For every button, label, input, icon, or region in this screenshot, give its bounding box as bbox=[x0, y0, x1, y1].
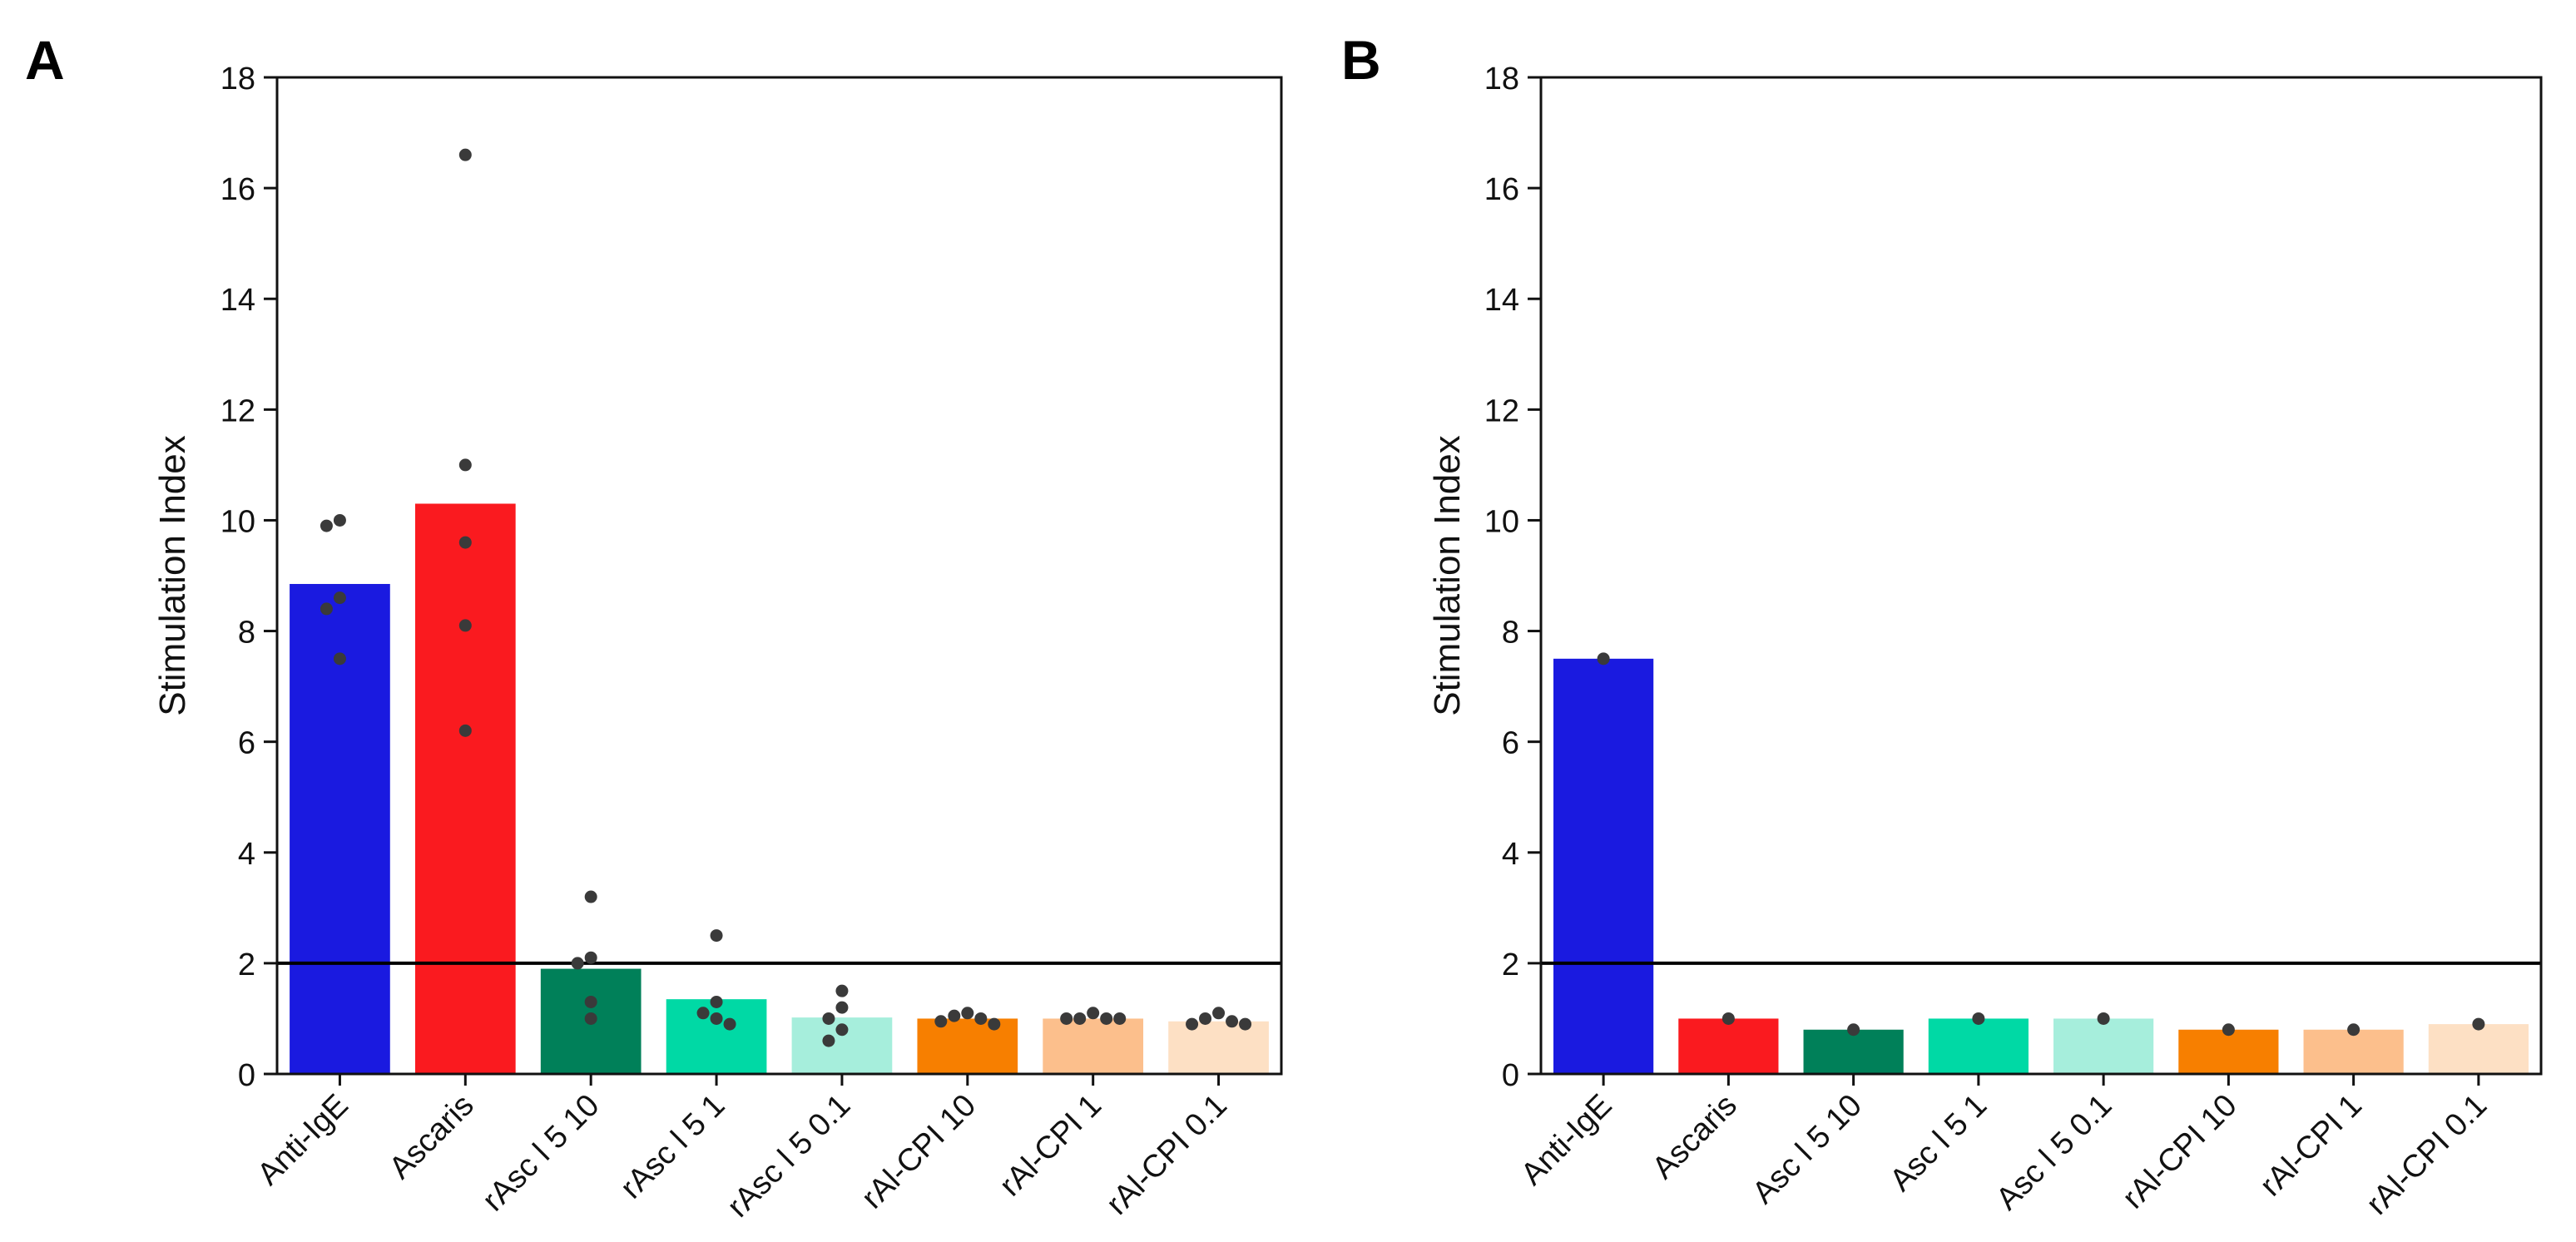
point-a-3-0 bbox=[710, 929, 723, 943]
point-a-2-0 bbox=[584, 890, 597, 903]
point-a-3-3 bbox=[710, 1012, 723, 1025]
bar-a-7 bbox=[1168, 1021, 1269, 1074]
point-a-1-3 bbox=[458, 619, 472, 632]
point-a-0-4 bbox=[333, 652, 346, 666]
y-tick-label-a-2: 2 bbox=[238, 948, 255, 982]
bar-a-0 bbox=[290, 583, 390, 1074]
y-tick-label-a-14: 14 bbox=[220, 283, 255, 318]
point-a-0-2 bbox=[333, 591, 346, 605]
bar-a-5 bbox=[917, 1018, 1018, 1074]
point-a-3-4 bbox=[723, 1017, 736, 1031]
point-b-4-0 bbox=[2097, 1012, 2110, 1025]
point-a-4-0 bbox=[835, 984, 849, 997]
bar-b-4 bbox=[2053, 1018, 2154, 1074]
bar-b-6 bbox=[2303, 1029, 2404, 1074]
point-b-7-0 bbox=[2472, 1017, 2485, 1031]
point-a-4-4 bbox=[822, 1034, 835, 1047]
y-tick-label-a-18: 18 bbox=[220, 62, 255, 96]
y-tick-label-b-14: 14 bbox=[1484, 283, 1519, 318]
point-a-6-4 bbox=[1113, 1012, 1127, 1025]
point-a-0-3 bbox=[320, 602, 333, 616]
y-tick-label-b-16: 16 bbox=[1484, 172, 1519, 207]
point-a-4-2 bbox=[822, 1012, 835, 1025]
point-b-0-0 bbox=[1597, 652, 1610, 666]
point-a-0-0 bbox=[333, 513, 346, 527]
point-a-5-0 bbox=[961, 1007, 974, 1020]
point-b-3-0 bbox=[1972, 1012, 1985, 1025]
panel-label-b: B bbox=[1341, 29, 1381, 91]
point-b-1-0 bbox=[1721, 1012, 1735, 1025]
bar-b-7 bbox=[2428, 1024, 2529, 1074]
point-b-5-0 bbox=[2222, 1023, 2235, 1037]
bar-b-1 bbox=[1678, 1018, 1779, 1074]
y-tick-label-b-12: 12 bbox=[1484, 393, 1519, 428]
point-a-1-1 bbox=[458, 458, 472, 472]
bar-b-5 bbox=[2178, 1029, 2279, 1074]
point-a-7-3 bbox=[1186, 1017, 1199, 1031]
y-tick-label-b-10: 10 bbox=[1484, 504, 1519, 539]
y-tick-label-b-6: 6 bbox=[1502, 726, 1519, 761]
point-b-2-0 bbox=[1847, 1023, 1860, 1037]
y-tick-label-a-0: 0 bbox=[238, 1058, 255, 1093]
y-tick-label-a-10: 10 bbox=[220, 504, 255, 539]
y-tick-label-a-6: 6 bbox=[238, 726, 255, 761]
point-a-1-4 bbox=[458, 724, 472, 737]
y-tick-label-a-16: 16 bbox=[220, 172, 255, 207]
y-tick-label-b-18: 18 bbox=[1484, 62, 1519, 96]
point-a-7-2 bbox=[1226, 1015, 1239, 1028]
y-tick-label-b-0: 0 bbox=[1502, 1058, 1519, 1093]
y-axis-label-b: Stimulation Index bbox=[1427, 435, 1468, 716]
point-a-3-2 bbox=[696, 1007, 710, 1020]
point-a-7-0 bbox=[1212, 1007, 1226, 1020]
point-a-5-1 bbox=[948, 1009, 961, 1022]
point-a-7-1 bbox=[1199, 1012, 1212, 1025]
point-a-2-3 bbox=[584, 995, 597, 1008]
point-a-6-2 bbox=[1100, 1012, 1113, 1025]
point-a-1-2 bbox=[458, 536, 472, 549]
point-a-6-0 bbox=[1087, 1007, 1100, 1020]
bar-b-3 bbox=[1928, 1018, 2029, 1074]
point-a-2-2 bbox=[571, 957, 584, 970]
y-tick-label-b-4: 4 bbox=[1502, 837, 1519, 872]
point-a-4-3 bbox=[835, 1023, 849, 1037]
point-a-5-4 bbox=[988, 1017, 1001, 1031]
point-a-6-3 bbox=[1060, 1012, 1073, 1025]
plot-frame-a bbox=[275, 76, 1283, 1076]
y-tick-label-b-8: 8 bbox=[1502, 616, 1519, 651]
point-a-2-1 bbox=[584, 951, 597, 964]
point-a-5-2 bbox=[974, 1012, 988, 1025]
bar-a-6 bbox=[1043, 1018, 1144, 1074]
point-a-1-0 bbox=[458, 148, 472, 161]
y-tick-label-a-12: 12 bbox=[220, 393, 255, 428]
y-axis-label-a: Stimulation Index bbox=[152, 435, 193, 716]
point-a-4-1 bbox=[835, 1001, 849, 1014]
point-a-0-1 bbox=[320, 519, 333, 532]
y-tick-label-b-2: 2 bbox=[1502, 948, 1519, 982]
bar-b-2 bbox=[1803, 1029, 1904, 1074]
point-a-5-3 bbox=[934, 1015, 948, 1028]
point-a-7-4 bbox=[1239, 1017, 1252, 1031]
bar-a-3 bbox=[666, 999, 767, 1074]
y-tick-label-a-4: 4 bbox=[238, 837, 255, 872]
point-b-6-0 bbox=[2347, 1023, 2361, 1037]
point-a-6-1 bbox=[1073, 1012, 1087, 1025]
point-a-2-4 bbox=[584, 1012, 597, 1025]
plot-frame-b bbox=[1539, 76, 2543, 1076]
bar-b-0 bbox=[1553, 658, 1654, 1074]
y-tick-label-a-8: 8 bbox=[238, 616, 255, 651]
panel-label-a: A bbox=[25, 29, 65, 91]
point-a-3-1 bbox=[710, 995, 723, 1008]
bar-a-1 bbox=[414, 503, 516, 1074]
